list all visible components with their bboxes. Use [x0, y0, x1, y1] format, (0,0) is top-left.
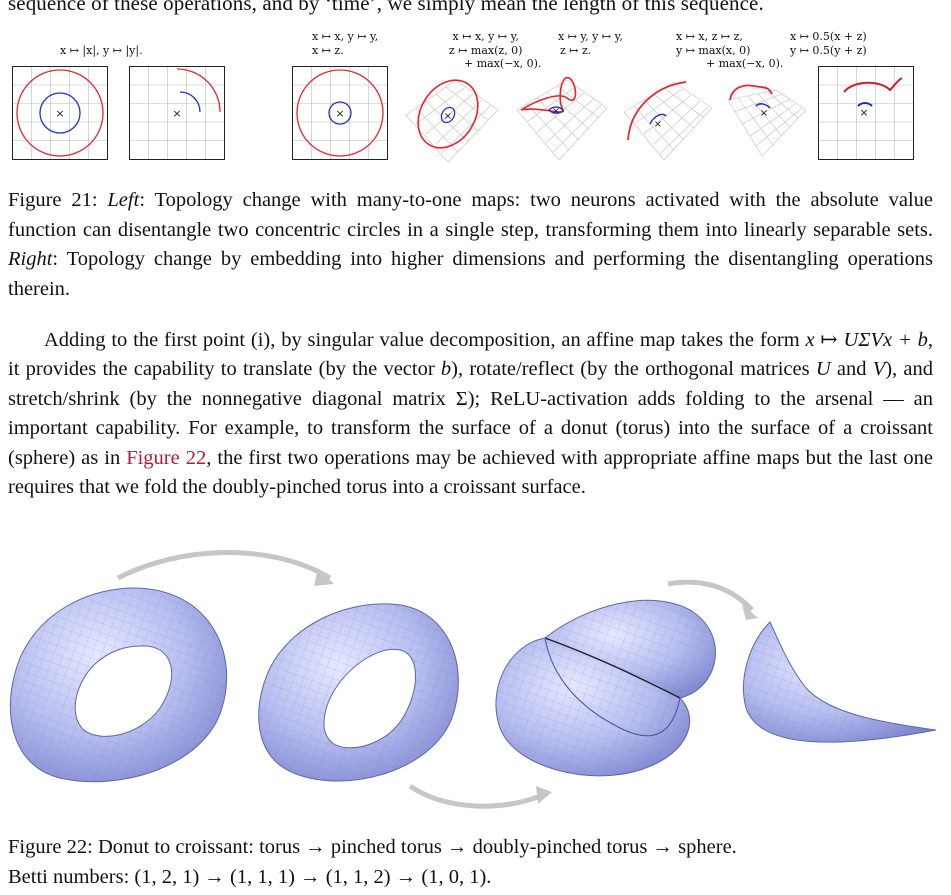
- fig21-formula-2: x ↦ x, y ↦ y, z ↦ max(z, 0) + max(−x, 0)…: [448, 30, 542, 70]
- fig21-panel-3d-2: ×: [516, 77, 608, 161]
- body-paragraph: Adding to the first point (i), by singul…: [8, 329, 934, 499]
- arrow-1: [116, 550, 332, 581]
- figure-22-illustration: [9, 550, 937, 809]
- center-marker: ×: [172, 107, 181, 120]
- fig21-formula-1: x ↦ x, y ↦ y, x ↦ z.: [312, 30, 379, 57]
- arrow-2: [408, 783, 547, 809]
- svg-text:×: ×: [654, 119, 662, 130]
- figure-21-caption: Figure 21: Left: Topology change with ma…: [8, 189, 934, 300]
- pinched-torus: [258, 603, 459, 782]
- inner-circle: [39, 92, 81, 134]
- outer-circle: [16, 69, 104, 157]
- fig21-panel-original: ×: [12, 66, 108, 160]
- fig21-panel-final: ×: [818, 66, 914, 160]
- torus: [9, 587, 228, 783]
- fig21-panel-embed: ×: [292, 66, 388, 160]
- fig21-formula-5: x ↦ 0.5(x + z) y ↦ 0.5(y + z): [790, 30, 867, 57]
- fig21-panel-3d-4: ×: [727, 84, 807, 157]
- croissant-sphere: [743, 621, 937, 743]
- figure-22-link[interactable]: Figure 22: [126, 446, 207, 469]
- fig21-formula-3: x ↦ y, y ↦ y, z ↦ z.: [558, 30, 623, 57]
- figure-22-caption: Figure 22: Donut to croissant: torus → p…: [8, 836, 737, 888]
- fig21-panel-3d-3: ×: [623, 81, 713, 161]
- arrow-3: [667, 579, 754, 612]
- outer-arc: [176, 68, 221, 113]
- inner-arc: [179, 91, 201, 113]
- fig21-formula-4: x ↦ x, z ↦ z, y ↦ max(x, 0) + max(−x, 0)…: [676, 30, 784, 70]
- top-text-line: sequence of these operations, and by ‘ti…: [8, 0, 764, 15]
- doubly-pinched-torus: [495, 599, 716, 777]
- fig21-panel-abs: ×: [129, 66, 225, 160]
- svg-text:×: ×: [859, 106, 868, 119]
- svg-text:×: ×: [552, 106, 560, 117]
- center-marker: ×: [55, 107, 64, 120]
- svg-text:×: ×: [760, 108, 768, 119]
- svg-text:×: ×: [335, 107, 344, 120]
- svg-text:×: ×: [444, 111, 452, 122]
- fig21-left-formula: x ↦ |x|, y ↦ |y|.: [60, 44, 143, 57]
- fig21-panel-3d-1: ×: [405, 79, 499, 163]
